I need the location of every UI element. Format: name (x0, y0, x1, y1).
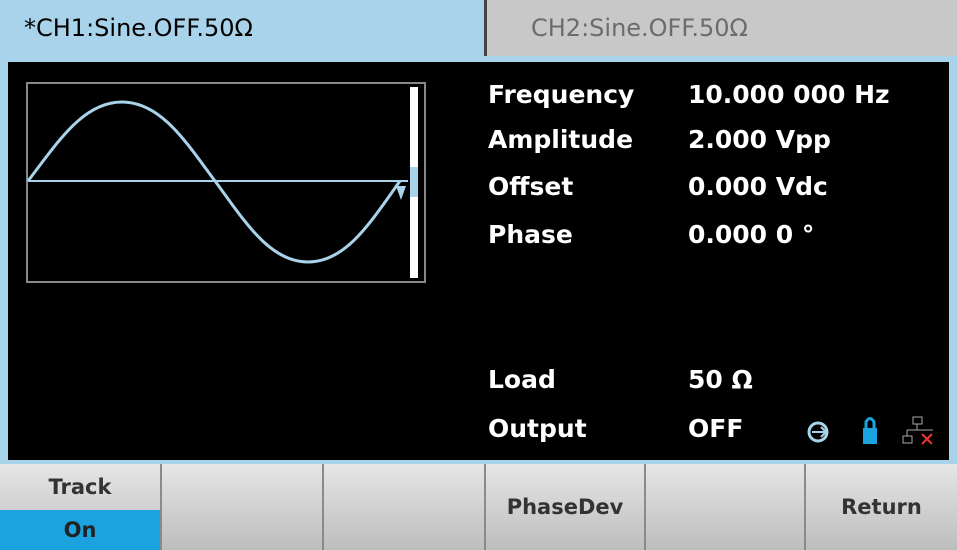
softkey-empty[interactable] (646, 464, 806, 550)
softkey-label: Track (48, 475, 112, 499)
softkey-label: PhaseDev (506, 495, 624, 519)
load-value: 50 Ω (688, 365, 753, 394)
load-label: Load (488, 365, 556, 394)
waveform-view (26, 82, 933, 445)
softkey-empty[interactable] (162, 464, 324, 550)
softkey-bar: Track On PhaseDev Return (0, 464, 957, 550)
param-value[interactable]: 2.000 Vpp (688, 125, 831, 154)
softkey-label: Return (841, 495, 922, 519)
usb-arrow (812, 426, 828, 438)
ch2-tab[interactable]: CH2:Sine.OFF.50Ω (484, 0, 957, 56)
lock-icon (863, 428, 877, 444)
param-value[interactable]: 10.000 000 Hz (688, 80, 890, 109)
param-value[interactable]: 0.000 0 ° (688, 220, 815, 249)
waveform-frame (26, 82, 426, 283)
softkey-track[interactable]: Track On (0, 464, 162, 550)
param-label[interactable]: Amplitude (488, 125, 634, 154)
sine-wave (26, 100, 402, 264)
softkey-return[interactable]: Return (806, 464, 957, 550)
marker-arrow (396, 186, 406, 200)
param-value[interactable]: 0.000 Vdc (688, 172, 828, 201)
softkey-empty[interactable] (324, 464, 486, 550)
display: Frequency 10.000 000 Hz Amplitude 2.000 … (8, 62, 949, 460)
status-icons (807, 416, 933, 445)
scroll-thumb (410, 167, 418, 197)
output-label: Output (488, 414, 587, 443)
softkey-state: On (0, 510, 160, 550)
output-value: OFF (688, 414, 744, 443)
net-cross (921, 433, 933, 445)
lock-shackle (864, 417, 876, 428)
net-node (902, 435, 913, 444)
net-icon (912, 416, 923, 425)
param-label[interactable]: Phase (488, 220, 573, 249)
ch1-tab[interactable]: *CH1:Sine.OFF.50Ω (0, 0, 478, 56)
param-label[interactable]: Frequency (488, 80, 635, 109)
net-lines (906, 424, 933, 436)
param-label[interactable]: Offset (488, 172, 574, 201)
softkey-phasedev[interactable]: PhaseDev (486, 464, 646, 550)
